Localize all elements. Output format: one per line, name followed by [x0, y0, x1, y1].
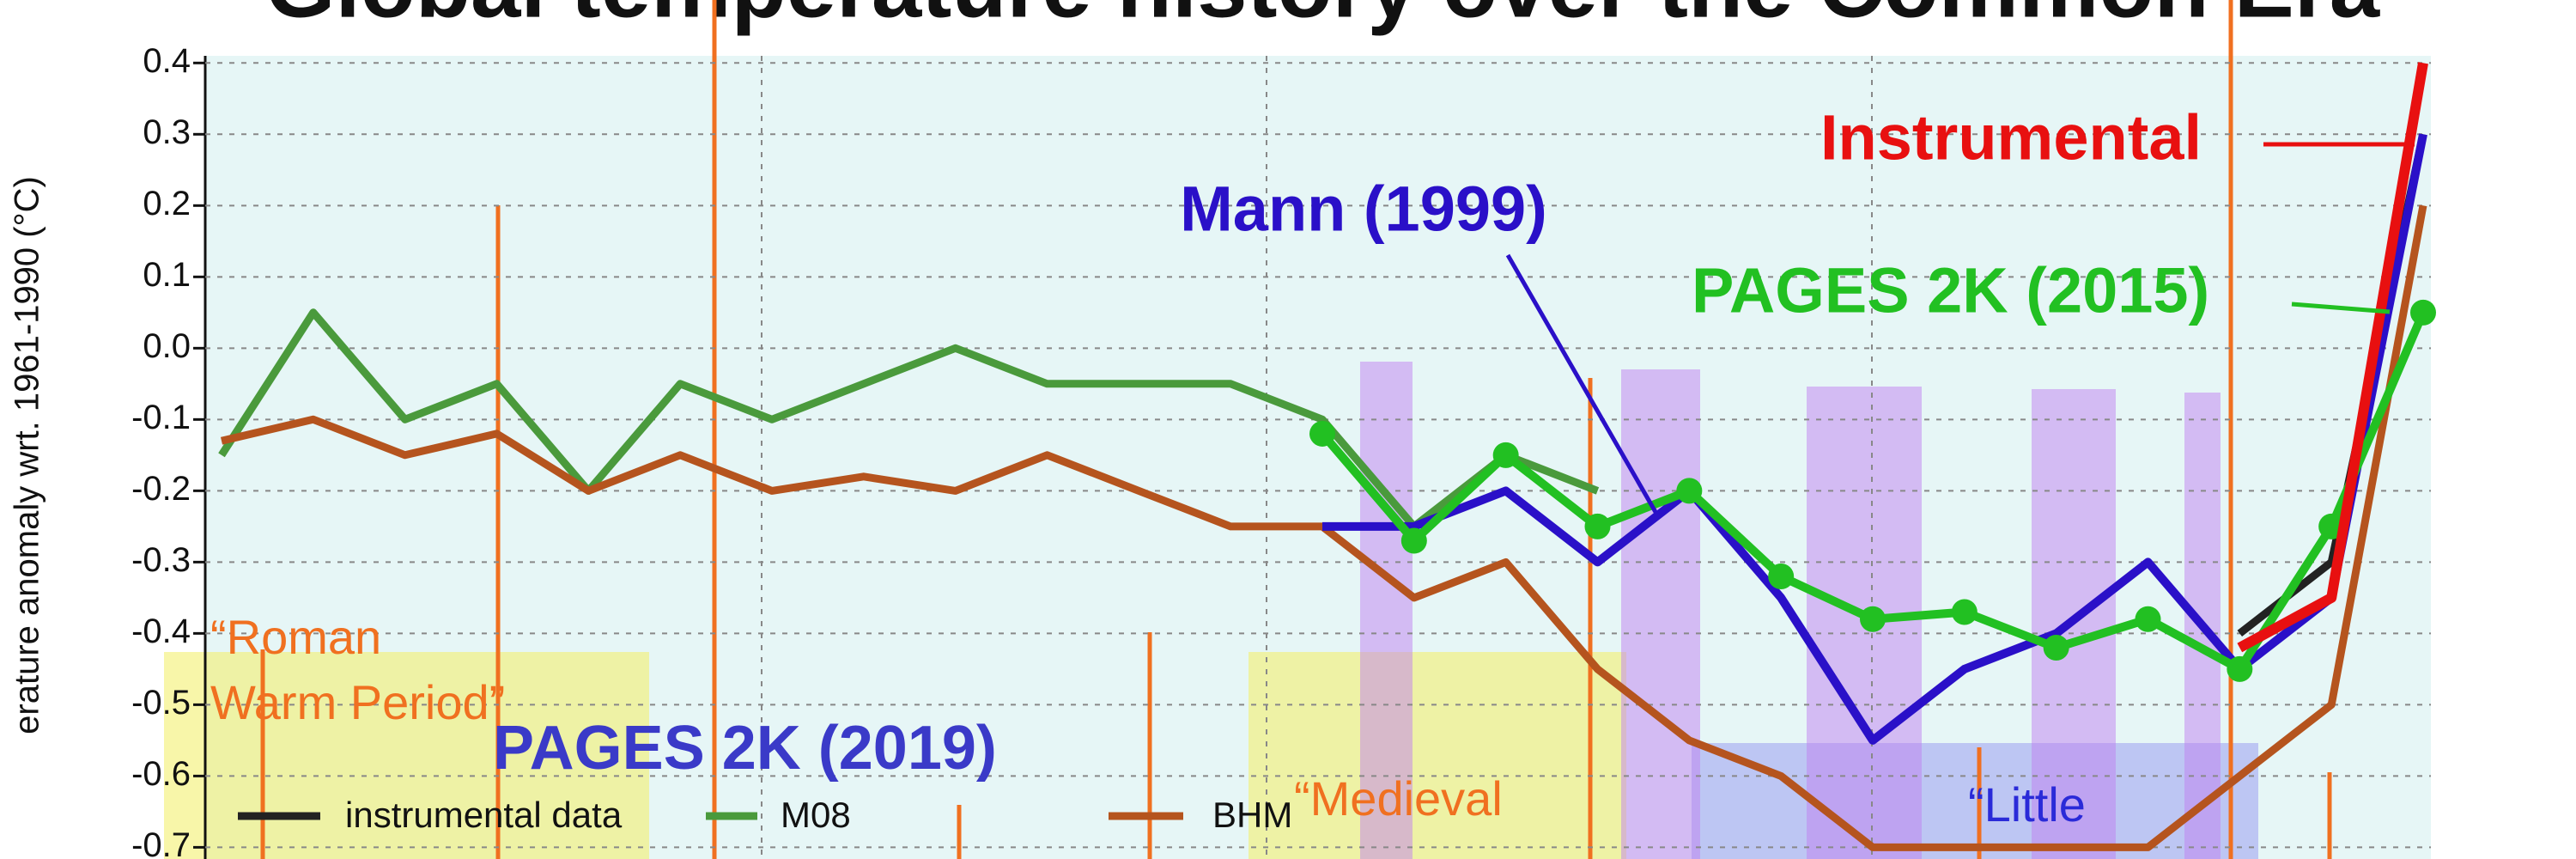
data-point: [1768, 563, 1795, 589]
data-point: [2135, 606, 2161, 632]
y-tick-label: -0.3: [131, 541, 191, 579]
annotation: “Medieval: [1294, 771, 1503, 825]
data-point: [1492, 442, 1519, 468]
y-tick-label: 0.2: [143, 185, 191, 222]
legend-label: M08: [781, 795, 851, 835]
series-label: Instrumental: [1820, 102, 2202, 174]
y-tick-label: -0.2: [131, 470, 191, 508]
y-tick-label: -0.5: [131, 684, 191, 722]
annotation: “Roman: [210, 610, 381, 664]
series-label: Mann (1999): [1180, 174, 1547, 245]
series-label: PAGES 2K (2015): [1692, 255, 2209, 326]
data-point: [1676, 478, 1703, 504]
leader-line: [1505, 253, 1662, 520]
data-point: [2410, 299, 2436, 326]
annotation: Warm Period”: [210, 675, 505, 729]
period-box: [1249, 652, 1626, 859]
leader-line: [2291, 302, 2391, 314]
data-point: [1951, 599, 1978, 625]
highlight-bar: [1621, 369, 1700, 859]
data-point: [2227, 655, 2253, 682]
annotation: PAGES 2K (2019): [493, 714, 997, 783]
y-tick-label: -0.1: [131, 399, 191, 436]
y-tick-label: -0.6: [131, 755, 191, 793]
labeled-line: [2237, 62, 2428, 653]
data-point: [1584, 513, 1611, 539]
legend-label: BHM: [1212, 795, 1292, 835]
data-point: [1309, 420, 1335, 447]
y-tick-label: -0.4: [131, 612, 191, 650]
series-line: [218, 308, 1600, 531]
period-box: [164, 652, 649, 859]
annotation: “Little: [1968, 777, 2086, 832]
y-tick-label: 0.1: [143, 256, 191, 294]
y-axis-label: erature anomaly wrt. 1961-1990 (°C): [9, 176, 46, 734]
data-point: [2043, 634, 2069, 661]
data-point: [1400, 527, 1427, 554]
y-tick-label: -0.7: [131, 826, 191, 859]
y-tick-label: 0.3: [143, 113, 191, 151]
y-tick-label: 0.0: [143, 327, 191, 365]
legend-label: instrumental data: [345, 795, 623, 835]
data-point: [1860, 606, 1886, 632]
y-tick-label: 0.4: [143, 42, 191, 80]
chart-title: Global temperature history over the Comm…: [265, 0, 2381, 37]
